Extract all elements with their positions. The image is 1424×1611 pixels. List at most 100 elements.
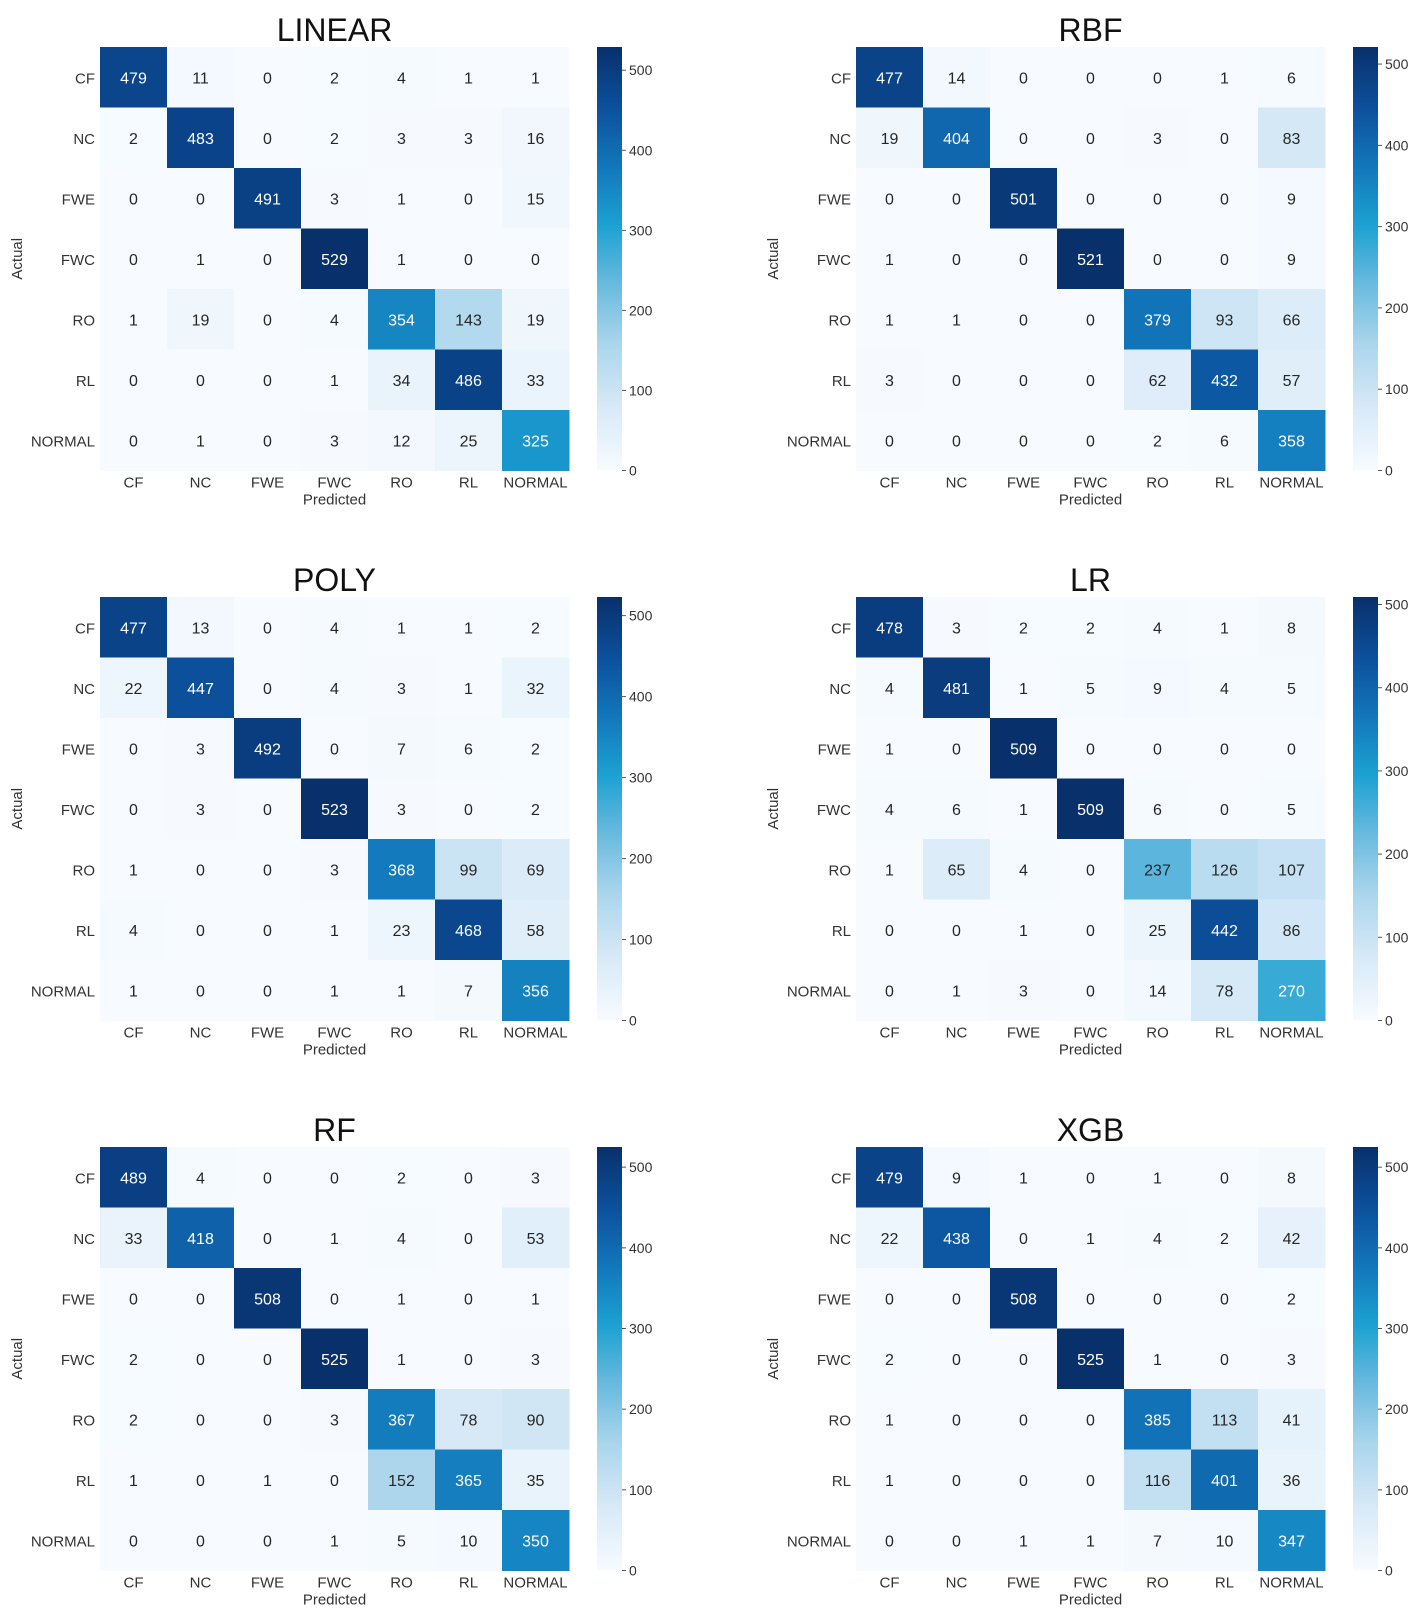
- y-tick-label: FWC: [817, 1352, 851, 1369]
- heatmap-cell: [502, 228, 570, 290]
- cell-value-label: 3: [952, 620, 961, 637]
- cell-value-label: 107: [1278, 862, 1305, 879]
- cell-value-label: 0: [464, 1231, 473, 1248]
- heatmap-cell: [502, 839, 570, 900]
- y-tick-label: FWC: [61, 252, 95, 269]
- cell-value-label: 0: [1086, 1291, 1095, 1308]
- heatmap-cell: [1258, 657, 1326, 719]
- x-tick-label: RL: [459, 1025, 478, 1042]
- colorbar-tick-label: 300: [629, 222, 653, 238]
- cell-value-label: 0: [129, 1533, 138, 1550]
- x-tick-label: RL: [459, 1575, 478, 1592]
- cell-value-label: 481: [943, 681, 970, 698]
- cell-value-label: 1: [330, 1533, 339, 1550]
- heatmap-cell: [234, 1328, 302, 1390]
- y-tick-label: FWE: [62, 741, 95, 758]
- heatmap-cell: [502, 107, 570, 169]
- heatmap-cell: [234, 47, 302, 108]
- cell-value-label: 116: [1145, 1473, 1171, 1490]
- cell-value-label: 0: [263, 620, 272, 637]
- cell-value-label: 0: [1086, 741, 1095, 758]
- heatmap-cell: [502, 168, 570, 229]
- heatmap-cell: [990, 1147, 1058, 1208]
- heatmap-cell: [923, 228, 991, 290]
- cell-value-label: 432: [1211, 373, 1238, 390]
- y-axis-label: Actual: [765, 1338, 782, 1380]
- colorbar: [1353, 1147, 1378, 1571]
- cell-value-label: 0: [464, 1291, 473, 1308]
- heatmap-cell: [1057, 349, 1125, 411]
- heatmap-cell: [1057, 1147, 1125, 1208]
- cell-value-label: 0: [1019, 1231, 1028, 1248]
- cell-value-label: 10: [460, 1533, 478, 1550]
- cell-value-label: 1: [397, 252, 406, 269]
- heatmap-cell: [1124, 1268, 1192, 1329]
- heatmap-cell: [435, 899, 503, 961]
- heatmap-cell: [100, 1389, 168, 1450]
- heatmap-cell: [435, 410, 503, 471]
- cell-value-label: 0: [464, 1170, 473, 1187]
- heatmap-cell: [1124, 168, 1192, 229]
- y-tick-label: NORMAL: [31, 1533, 95, 1550]
- heatmap-cell: [502, 1268, 570, 1329]
- x-tick-label: FWC: [1073, 1575, 1107, 1592]
- heatmap-cell: [435, 47, 503, 108]
- heatmap-cell: [1124, 1328, 1192, 1390]
- x-tick-label: RL: [459, 475, 478, 492]
- y-tick-label: RL: [832, 923, 851, 940]
- heatmap-cell: [301, 228, 369, 290]
- heatmap-cell: [1191, 657, 1259, 719]
- heatmap-cell: [100, 107, 168, 169]
- cell-value-label: 0: [129, 741, 138, 758]
- heatmap-cell: [234, 778, 302, 840]
- heatmap-cell: [301, 1449, 369, 1511]
- cell-value-label: 113: [1212, 1412, 1238, 1429]
- y-tick-label: FWC: [61, 802, 95, 819]
- cell-value-label: 143: [455, 312, 482, 329]
- heatmap-cell: [1191, 289, 1259, 350]
- cell-value-label: 0: [196, 1352, 205, 1369]
- colorbar-tick-label: 400: [629, 142, 653, 158]
- cell-value-label: 3: [330, 1412, 339, 1429]
- cell-value-label: 7: [464, 983, 473, 1000]
- cell-value-label: 4: [330, 681, 339, 698]
- heatmap-cell: [856, 349, 924, 411]
- cell-value-label: 3: [1287, 1352, 1296, 1369]
- heatmap-cell: [368, 657, 436, 719]
- heatmap-cell: [990, 657, 1058, 719]
- colorbar-tick-label: 200: [629, 851, 653, 867]
- x-tick-label: FWC: [1073, 475, 1107, 492]
- heatmap-cell: [368, 107, 436, 169]
- panel-title: LINEAR: [277, 12, 393, 48]
- cell-value-label: 42: [1283, 1231, 1301, 1248]
- cell-value-label: 2: [885, 1352, 894, 1369]
- cell-value-label: 1: [129, 312, 138, 329]
- heatmap-cell: [923, 899, 991, 961]
- cell-value-label: 0: [1220, 1352, 1229, 1369]
- heatmap-cell: [856, 1147, 924, 1208]
- heatmap-cell: [234, 289, 302, 350]
- colorbar-tick-label: 300: [1385, 763, 1409, 779]
- heatmap-cell: [1191, 1147, 1259, 1208]
- heatmap-cell: [167, 1389, 235, 1450]
- heatmap-cell: [502, 1328, 570, 1390]
- colorbar-tick-label: 500: [1385, 56, 1409, 72]
- heatmap-cell: [1124, 349, 1192, 411]
- heatmap-cell: [435, 168, 503, 229]
- cell-value-label: 0: [464, 252, 473, 269]
- heatmap-cell: [1258, 1328, 1326, 1390]
- heatmap-cell: [856, 1510, 924, 1571]
- y-tick-label: CF: [75, 620, 95, 637]
- heatmap-cell: [100, 1328, 168, 1390]
- heatmap-cell: [990, 349, 1058, 411]
- x-tick-label: CF: [880, 1025, 900, 1042]
- heatmap-cell: [856, 228, 924, 290]
- cell-value-label: 1: [196, 252, 205, 269]
- heatmap-cell: [1124, 107, 1192, 169]
- heatmap-cell: [368, 289, 436, 350]
- heatmap-cell: [1191, 1328, 1259, 1390]
- y-tick-label: CF: [831, 620, 851, 637]
- cell-value-label: 270: [1278, 983, 1305, 1000]
- cell-value-label: 66: [1283, 312, 1301, 329]
